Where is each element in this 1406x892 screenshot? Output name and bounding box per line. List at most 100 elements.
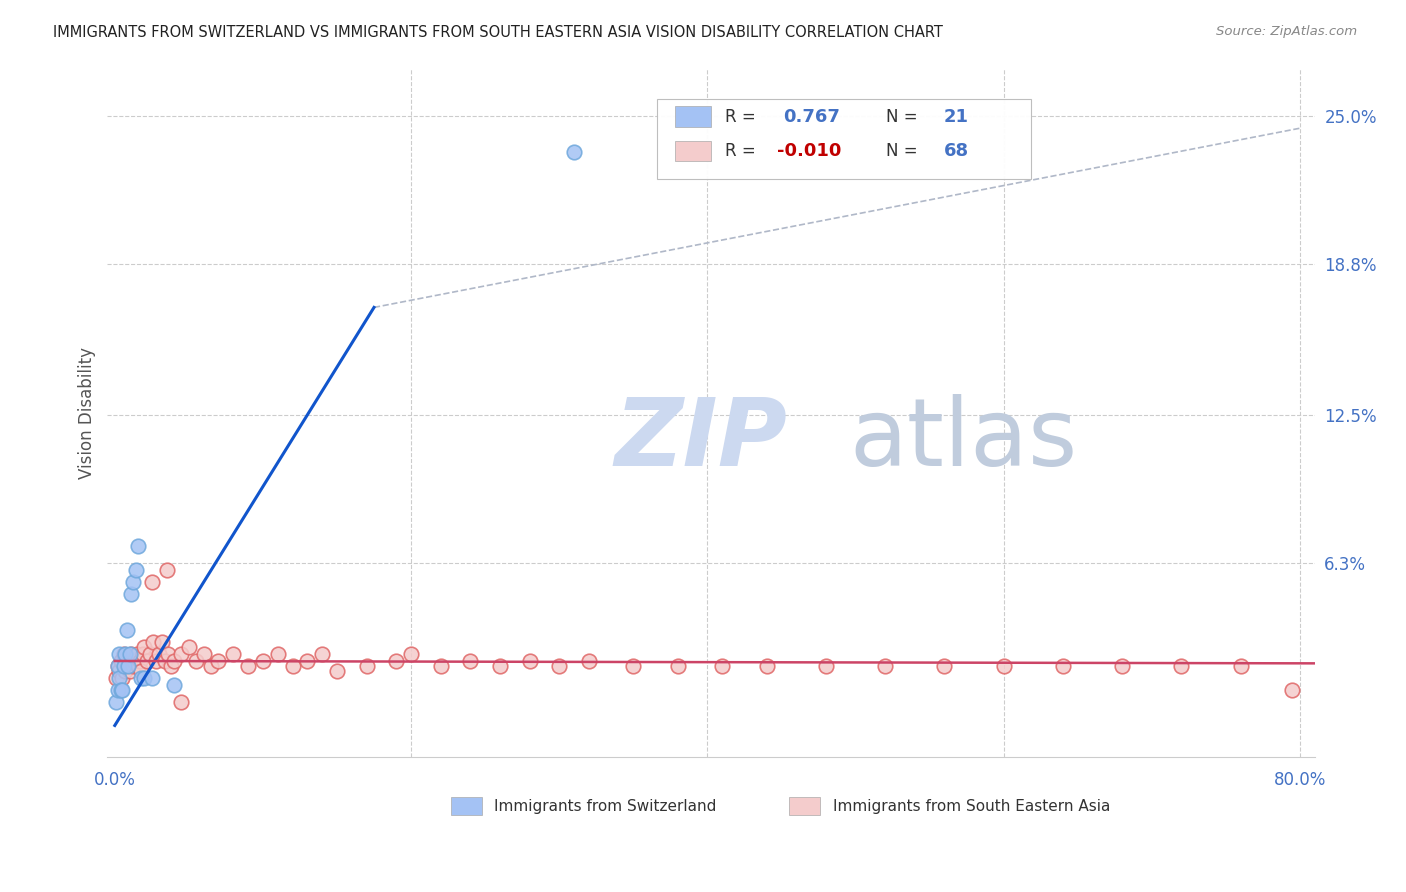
- Point: [311, 647, 333, 661]
- Point: [145, 654, 167, 668]
- Point: [562, 145, 585, 160]
- Point: [112, 658, 135, 673]
- Point: [267, 647, 290, 661]
- Point: [141, 671, 163, 685]
- Point: [120, 647, 142, 661]
- Point: [429, 658, 451, 673]
- Text: N =: N =: [886, 142, 922, 160]
- Point: [139, 647, 162, 661]
- Point: [458, 654, 481, 668]
- Point: [124, 563, 146, 577]
- Point: [122, 654, 145, 668]
- Point: [163, 654, 186, 668]
- Point: [132, 647, 155, 661]
- Point: [108, 664, 131, 678]
- Text: atlas: atlas: [849, 394, 1078, 486]
- Point: [252, 654, 274, 668]
- Point: [108, 671, 131, 685]
- Point: [814, 658, 837, 673]
- Point: [110, 682, 132, 697]
- Bar: [675, 141, 711, 161]
- Point: [142, 635, 165, 649]
- Point: [1052, 658, 1074, 673]
- Point: [186, 654, 208, 668]
- Point: [934, 658, 956, 673]
- Point: [281, 658, 304, 673]
- Point: [127, 539, 149, 553]
- Point: [118, 664, 141, 678]
- Point: [711, 658, 734, 673]
- Point: [127, 658, 149, 673]
- Point: [114, 664, 136, 678]
- Point: [148, 647, 170, 661]
- Point: [115, 658, 138, 673]
- Point: [131, 664, 153, 678]
- Point: [200, 658, 222, 673]
- Text: N =: N =: [886, 108, 922, 126]
- Point: [578, 654, 600, 668]
- Point: [150, 635, 173, 649]
- Point: [326, 664, 349, 678]
- Point: [1111, 658, 1133, 673]
- Bar: [789, 797, 820, 814]
- Text: 0.0%: 0.0%: [94, 771, 136, 789]
- Point: [129, 654, 152, 668]
- Point: [163, 678, 186, 692]
- Text: 68: 68: [943, 142, 969, 160]
- Point: [120, 587, 142, 601]
- Point: [134, 671, 156, 685]
- Point: [1170, 658, 1192, 673]
- Point: [193, 647, 215, 661]
- Point: [153, 654, 176, 668]
- Point: [121, 658, 143, 673]
- Bar: [675, 106, 711, 127]
- Point: [177, 640, 200, 654]
- Point: [1281, 682, 1303, 697]
- Point: [157, 647, 180, 661]
- Point: [399, 647, 422, 661]
- Point: [111, 671, 134, 685]
- Point: [107, 658, 129, 673]
- Point: [207, 654, 229, 668]
- Point: [141, 575, 163, 590]
- Text: IMMIGRANTS FROM SWITZERLAND VS IMMIGRANTS FROM SOUTH EASTERN ASIA VISION DISABIL: IMMIGRANTS FROM SWITZERLAND VS IMMIGRANT…: [53, 25, 943, 40]
- Text: Immigrants from South Eastern Asia: Immigrants from South Eastern Asia: [832, 798, 1111, 814]
- Text: 21: 21: [943, 108, 969, 126]
- Point: [112, 647, 135, 661]
- Point: [170, 647, 193, 661]
- Point: [118, 647, 141, 661]
- Text: R =: R =: [725, 142, 762, 160]
- Point: [222, 647, 245, 661]
- Point: [170, 695, 193, 709]
- FancyBboxPatch shape: [657, 100, 1031, 178]
- Point: [548, 658, 571, 673]
- Point: [136, 654, 159, 668]
- Point: [356, 658, 378, 673]
- Point: [519, 654, 541, 668]
- Text: 80.0%: 80.0%: [1274, 771, 1326, 789]
- Point: [873, 658, 896, 673]
- Point: [115, 623, 138, 637]
- Point: [236, 658, 259, 673]
- Text: R =: R =: [725, 108, 762, 126]
- Point: [134, 640, 156, 654]
- Point: [993, 658, 1015, 673]
- Point: [131, 671, 153, 685]
- Point: [1229, 658, 1251, 673]
- Point: [666, 658, 689, 673]
- Point: [107, 658, 129, 673]
- Point: [114, 647, 136, 661]
- Point: [111, 682, 134, 697]
- Text: 0.767: 0.767: [783, 108, 841, 126]
- Point: [125, 647, 148, 661]
- Point: [489, 658, 512, 673]
- Text: Source: ZipAtlas.com: Source: ZipAtlas.com: [1216, 25, 1357, 38]
- Text: Immigrants from Switzerland: Immigrants from Switzerland: [494, 798, 716, 814]
- Text: ZIP: ZIP: [614, 394, 787, 486]
- Point: [297, 654, 319, 668]
- Point: [117, 654, 139, 668]
- Y-axis label: Vision Disability: Vision Disability: [79, 346, 96, 478]
- Bar: [451, 797, 482, 814]
- Point: [156, 563, 179, 577]
- Point: [385, 654, 408, 668]
